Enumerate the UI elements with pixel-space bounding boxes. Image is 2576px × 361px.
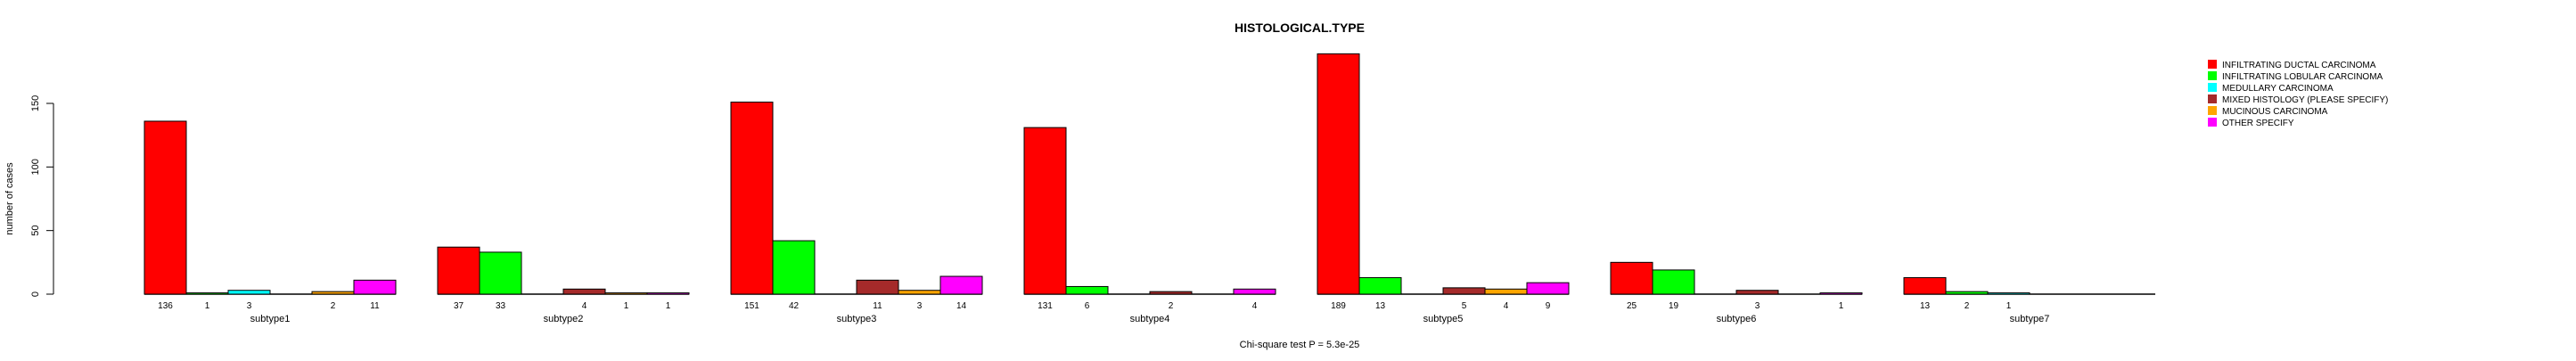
category-label: subtype5	[1423, 314, 1464, 324]
legend-label: MEDULLARY CARCINOMA	[2222, 84, 2334, 94]
bar-value-label: 136	[158, 301, 173, 311]
bar-value-label: 2	[1965, 301, 1970, 311]
bar-value-label: 189	[1331, 301, 1346, 311]
bar-value-label: 1	[2006, 301, 2012, 311]
bar	[1065, 285, 1109, 295]
bar	[1023, 127, 1067, 295]
bar	[1903, 276, 1947, 295]
legend-swatch	[2208, 94, 2217, 103]
bar	[479, 251, 522, 295]
bar	[562, 288, 606, 295]
category-label: subtype2	[544, 314, 584, 324]
bar-value-label: 1	[205, 301, 210, 311]
legend-swatch	[2208, 106, 2217, 115]
bar	[1484, 288, 1528, 295]
bar-value-label: 11	[873, 301, 882, 311]
category-label: subtype3	[837, 314, 877, 324]
bar-value-label: 25	[1627, 301, 1637, 311]
bar-value-label: 33	[496, 301, 506, 311]
y-tick-label: 150	[30, 95, 41, 111]
bar	[646, 292, 690, 295]
bar-value-label: 13	[1375, 301, 1386, 311]
legend-swatch	[2208, 83, 2217, 92]
legend-swatch	[2208, 118, 2217, 127]
bar-value-label: 1	[1839, 301, 1844, 311]
bar-value-label: 6	[1085, 301, 1090, 311]
legend: INFILTRATING DUCTAL CARCINOMA INFILTRATIN…	[2208, 60, 2388, 128]
category-label: subtype7	[2010, 314, 2050, 324]
bar-value-label: 5	[1462, 301, 1467, 311]
bar-value-label: 151	[744, 301, 759, 311]
legend-label: MIXED HISTOLOGY (PLEASE SPECIFY)	[2222, 95, 2388, 105]
bar	[185, 292, 229, 295]
bar-value-label: 1	[624, 301, 629, 311]
bar-value-label: 11	[370, 301, 380, 311]
legend-label: OTHER SPECIFY	[2222, 119, 2294, 128]
category-label: subtype1	[250, 314, 291, 324]
bar	[939, 275, 983, 295]
bar	[772, 240, 816, 295]
bar	[1358, 276, 1402, 295]
y-axis: 0 50 100 150	[30, 95, 54, 297]
bar-value-label: 4	[1252, 301, 1258, 311]
bar-value-label: 3	[917, 301, 923, 311]
bar	[144, 120, 187, 295]
bar	[353, 279, 397, 295]
bar-value-label: 4	[1504, 301, 1509, 311]
chart-title: HISTOLOGICAL.TYPE	[1235, 21, 1365, 35]
bar	[1652, 269, 1695, 295]
bar	[1819, 292, 1863, 295]
bar-value-label: 37	[454, 301, 464, 311]
bar-value-label: 1	[666, 301, 671, 311]
bar	[1233, 288, 1276, 295]
bar-value-label: 131	[1038, 301, 1053, 311]
bar	[1317, 53, 1360, 295]
bar	[1945, 291, 1989, 295]
bar-value-label: 19	[1669, 301, 1679, 311]
legend-swatch	[2208, 71, 2217, 80]
y-axis-label: number of cases	[4, 162, 15, 235]
bar	[227, 290, 271, 295]
chi-square-label: Chi-square test P = 5.3e-25	[1240, 340, 1360, 350]
bar	[856, 279, 899, 295]
bar	[604, 292, 648, 295]
bar	[730, 102, 774, 295]
legend-label: MUCINOUS CARCINOMA	[2222, 107, 2328, 117]
y-tick-label: 0	[30, 291, 41, 297]
bar-value-label: 9	[1546, 301, 1551, 311]
legend-label: INFILTRATING LOBULAR CARCINOMA	[2222, 72, 2383, 82]
bar-value-label: 14	[956, 301, 967, 311]
y-tick-label: 50	[30, 226, 41, 236]
bar-value-label: 4	[582, 301, 587, 311]
category-label: subtype4	[1130, 314, 1170, 324]
bar-value-label: 2	[331, 301, 336, 311]
legend-label: INFILTRATING DUCTAL CARCINOMA	[2222, 61, 2376, 70]
bar-value-label: 2	[1169, 301, 1174, 311]
bar	[1610, 261, 1653, 295]
bar	[1526, 282, 1570, 295]
category-label: subtype6	[1717, 314, 1757, 324]
bar-value-label: 3	[1755, 301, 1760, 311]
bar-value-label: 3	[247, 301, 252, 311]
bar-value-label: 13	[1920, 301, 1931, 311]
bar	[1987, 292, 2030, 295]
bar	[1442, 287, 1486, 295]
bar-value-label: 42	[789, 301, 800, 311]
legend-swatch	[2208, 60, 2217, 69]
bar	[1149, 291, 1193, 295]
bar	[437, 246, 480, 295]
bar	[898, 290, 941, 295]
y-tick-label: 100	[30, 159, 41, 175]
bar	[311, 291, 355, 295]
bar	[1735, 290, 1779, 295]
